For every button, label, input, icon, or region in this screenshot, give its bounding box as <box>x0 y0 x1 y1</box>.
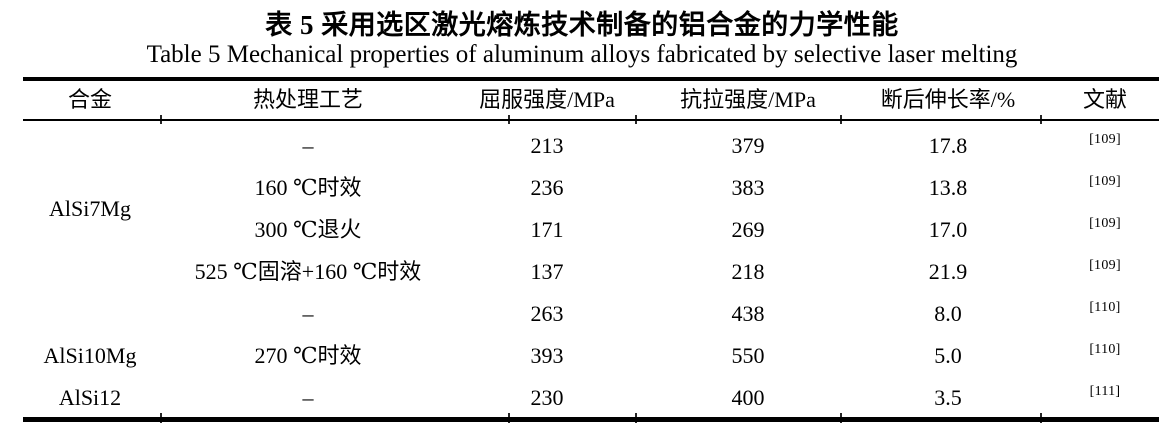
cell-reference: [110] <box>1089 342 1121 357</box>
cell-treatment: – <box>302 301 314 326</box>
cell-tensile-strength: 550 <box>731 343 765 368</box>
column-boundary-tick <box>160 115 162 124</box>
cell-elongation: 17.8 <box>928 133 968 158</box>
cell-reference: [109] <box>1089 174 1121 189</box>
cell-tensile-strength: 400 <box>731 385 765 410</box>
column-boundary-tick <box>1040 413 1042 423</box>
cell-reference: [110] <box>1089 300 1121 315</box>
cell-elongation: 13.8 <box>928 175 968 200</box>
cell-treatment: 525 ℃固溶+160 ℃时效 <box>194 259 422 284</box>
column-boundary-tick <box>508 115 510 124</box>
column-boundary-tick <box>840 115 842 124</box>
cell-tensile-strength: 383 <box>731 175 765 200</box>
column-boundary-tick <box>1040 115 1042 124</box>
cell-yield-strength: 213 <box>530 133 564 158</box>
cell-treatment: – <box>302 385 314 410</box>
column-boundary-tick <box>635 115 637 124</box>
cell-elongation: 21.9 <box>928 259 968 284</box>
column-header-treatment: 热处理工艺 <box>252 87 364 112</box>
cell-reference: [109] <box>1089 216 1121 231</box>
column-header-reference: 文献 <box>1082 87 1128 112</box>
column-boundary-tick <box>160 413 162 423</box>
cell-yield-strength: 236 <box>530 175 564 200</box>
table-header-rule <box>23 119 1159 121</box>
cell-yield-strength: 230 <box>530 385 564 410</box>
alloy-label: AlSi10Mg <box>43 343 137 368</box>
column-boundary-tick <box>635 413 637 423</box>
table-title-zh: 表 5 采用选区激光熔炼技术制备的铝合金的力学性能 <box>265 10 899 40</box>
alloy-label: AlSi7Mg <box>49 196 131 221</box>
cell-elongation: 8.0 <box>934 301 962 326</box>
cell-tensile-strength: 218 <box>731 259 765 284</box>
cell-yield-strength: 263 <box>530 301 564 326</box>
table-title-en: Table 5 Mechanical properties of aluminu… <box>146 41 1018 68</box>
cell-reference: [111] <box>1089 384 1121 399</box>
cell-reference: [109] <box>1089 258 1121 273</box>
cell-tensile-strength: 269 <box>731 217 765 242</box>
cell-tensile-strength: 379 <box>731 133 765 158</box>
column-header-alloy: 合金 <box>67 87 113 112</box>
cell-reference: [109] <box>1089 132 1121 147</box>
cell-treatment: 300 ℃退火 <box>254 217 362 242</box>
cell-elongation: 5.0 <box>934 343 962 368</box>
alloy-label: AlSi12 <box>58 385 122 410</box>
column-boundary-tick <box>840 413 842 423</box>
cell-yield-strength: 393 <box>530 343 564 368</box>
column-header-elongation: 断后伸长率/% <box>880 87 1016 112</box>
cell-yield-strength: 137 <box>530 259 564 284</box>
cell-treatment: 160 ℃时效 <box>254 175 362 200</box>
cell-elongation: 17.0 <box>928 217 968 242</box>
cell-elongation: 3.5 <box>934 385 962 410</box>
cell-treatment: 270 ℃时效 <box>254 343 362 368</box>
cell-yield-strength: 171 <box>530 217 564 242</box>
column-header-yield-strength: 屈服强度/MPa <box>479 87 615 112</box>
cell-tensile-strength: 438 <box>731 301 765 326</box>
column-header-tensile-strength: 抗拉强度/MPa <box>680 87 816 112</box>
table-bottom-rule <box>23 417 1159 422</box>
column-boundary-tick <box>508 413 510 423</box>
cell-treatment: – <box>302 133 314 158</box>
table-top-rule <box>23 77 1159 81</box>
